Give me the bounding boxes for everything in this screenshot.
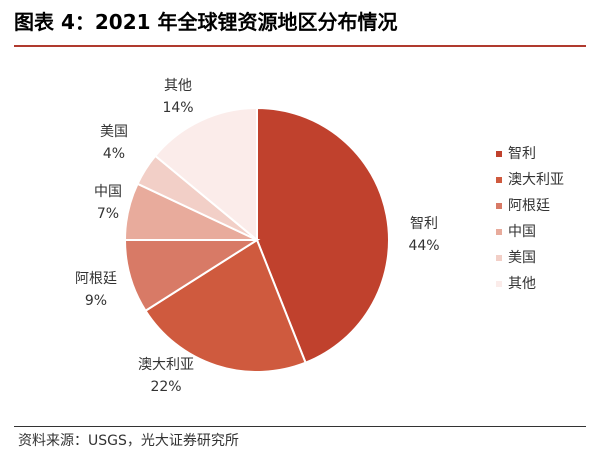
pie-slice-1 [256, 106, 390, 365]
source-divider [14, 426, 586, 427]
pie-slice-6 [153, 106, 258, 243]
slice-label-value: 4% [103, 146, 125, 162]
slice-label-name: 其他 [164, 78, 192, 94]
slice-labels: 智利 44% 澳大利亚 22% 阿根廷 9% 中国 7% 美国 4% 其他 14% [75, 78, 440, 395]
legend-label: 澳大利亚 [508, 172, 564, 188]
slice-label-value: 9% [85, 293, 107, 309]
slice-label-value: 22% [150, 379, 181, 395]
slice-label-name: 智利 [410, 216, 438, 232]
legend-swatch [496, 229, 502, 235]
slice-label-name: 阿根廷 [75, 271, 117, 287]
legend-label: 智利 [508, 146, 536, 162]
slice-label-value: 14% [162, 100, 193, 116]
title-divider [14, 45, 586, 47]
legend-swatch [496, 177, 502, 183]
legend-label: 美国 [508, 250, 536, 266]
slice-label-name: 澳大利亚 [138, 357, 194, 373]
legend-label: 中国 [508, 224, 536, 240]
legend-swatch [496, 203, 502, 209]
slice-label-name: 中国 [94, 184, 122, 200]
legend-label: 其他 [508, 276, 536, 292]
slice-label-value: 7% [97, 206, 119, 222]
slice-label-name: 美国 [100, 124, 128, 140]
source-note: 资料来源：USGS，光大证券研究所 [18, 433, 239, 449]
slice-label-value: 44% [408, 238, 439, 254]
legend-swatch [496, 255, 502, 261]
legend-label: 阿根廷 [508, 198, 550, 214]
legend-swatch [496, 151, 502, 157]
pie-slice-2 [144, 238, 307, 373]
chart-title: 图表 4：2021 年全球锂资源地区分布情况 [14, 10, 398, 34]
pie-slices [123, 106, 390, 373]
legend-swatch [496, 281, 502, 287]
